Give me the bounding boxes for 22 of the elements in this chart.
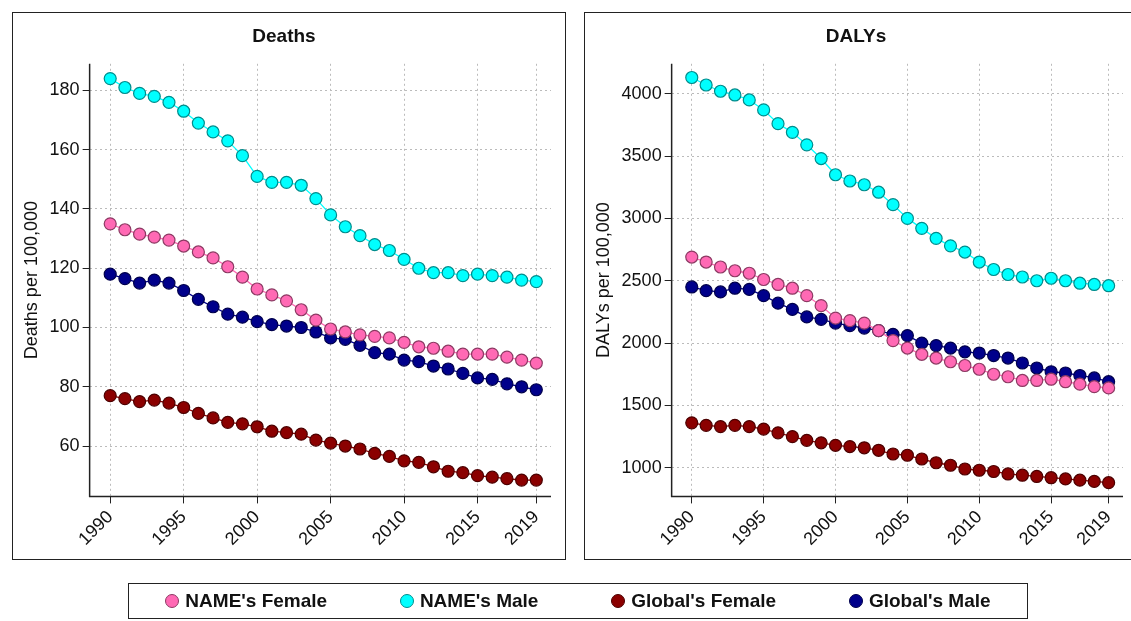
y-tick-label: 4000 bbox=[621, 82, 662, 103]
legend-label: Global's Male bbox=[868, 590, 991, 612]
y-tick-label: 2000 bbox=[621, 332, 662, 353]
y-tick-label: 120 bbox=[49, 257, 80, 278]
legend-label: NAME's Female bbox=[185, 590, 328, 612]
chart-title: DALYs bbox=[825, 24, 887, 46]
y-tick-label: 3000 bbox=[621, 207, 662, 228]
y-axis-title: Deaths per 100,000 bbox=[20, 201, 41, 360]
y-axis-title: DALYs per 100,000 bbox=[592, 202, 613, 358]
y-tick-label: 60 bbox=[59, 435, 80, 456]
y-tick-label: 180 bbox=[49, 79, 80, 100]
y-tick-label: 1000 bbox=[621, 456, 662, 477]
y-tick-label: 160 bbox=[49, 138, 80, 159]
y-tick-label: 2500 bbox=[621, 269, 662, 290]
y-tick-label: 140 bbox=[49, 197, 80, 218]
chart-title: Deaths bbox=[252, 24, 316, 46]
y-tick-label: 100 bbox=[49, 316, 80, 337]
legend-label: Global's Female bbox=[631, 590, 777, 612]
legend-label: NAME's Male bbox=[419, 590, 539, 612]
y-tick-label: 80 bbox=[59, 375, 80, 396]
y-tick-label: 3500 bbox=[621, 145, 662, 166]
y-tick-label: 1500 bbox=[621, 394, 662, 415]
